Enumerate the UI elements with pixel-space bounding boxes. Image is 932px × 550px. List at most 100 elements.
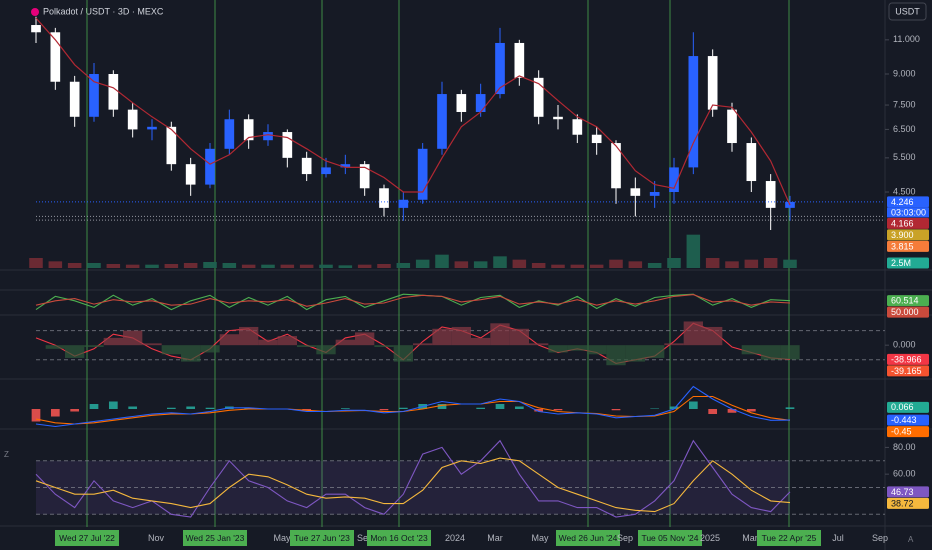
histogram-bar	[398, 407, 408, 409]
value-badge-label: 60.514	[891, 296, 919, 306]
oscillator-area	[761, 345, 781, 360]
volume-bar	[589, 264, 604, 268]
histogram-bar	[379, 409, 389, 411]
x-tick-label: May	[531, 533, 549, 543]
toolbar-icon[interactable]: A	[908, 535, 914, 544]
oscillator-area	[548, 345, 568, 353]
volume-bar	[705, 258, 720, 268]
candle-body	[379, 188, 389, 208]
histogram-bar	[302, 409, 312, 411]
oscillator-area	[123, 330, 143, 346]
histogram-bar	[650, 408, 660, 409]
candle-body	[495, 42, 505, 95]
candle-body	[127, 109, 138, 130]
oscillator-area	[277, 336, 297, 346]
candle-body	[89, 74, 99, 117]
volume-bar	[106, 264, 121, 268]
currency-button[interactable]	[888, 2, 927, 21]
candle-body	[727, 109, 737, 144]
value-badge-label: 3.900	[891, 230, 914, 240]
candle-body	[282, 132, 293, 158]
date-marker-box	[55, 530, 119, 546]
histogram-bar	[70, 409, 80, 412]
candle-body	[533, 77, 544, 117]
x-tick-label: May	[273, 533, 291, 543]
oscillator-area	[103, 337, 123, 346]
oscillator-area	[239, 326, 259, 346]
histogram-bar	[611, 409, 621, 411]
histogram-bar	[708, 409, 718, 414]
candle-body	[108, 74, 119, 110]
value-badge	[887, 295, 929, 307]
x-tick-label: Jul	[832, 533, 844, 543]
oscillator-area	[200, 345, 220, 353]
oscillator-area	[683, 321, 703, 346]
indicator-line	[35, 439, 791, 518]
x-tick-label: 2024	[445, 533, 465, 543]
volume-bar	[183, 263, 198, 268]
candle-body	[50, 32, 61, 82]
candle-body	[765, 181, 776, 208]
currency-label[interactable]: USDT	[895, 6, 920, 16]
y-tick-label: 80.00	[893, 442, 916, 452]
value-badge-label: 2.5M	[891, 258, 911, 268]
candle-body	[437, 94, 447, 149]
candle-body	[243, 119, 254, 141]
histogram-bar	[669, 406, 679, 409]
indicator-line	[35, 457, 791, 513]
x-tick-label: Nov	[148, 533, 165, 543]
volume-bar	[125, 264, 140, 268]
histogram-bar	[476, 407, 486, 409]
candle-body	[707, 56, 718, 110]
volume-bar	[473, 261, 488, 268]
x-tick-label: Tue 22 Apr '25	[762, 533, 817, 543]
countdown-label: 03:03:00	[891, 207, 926, 217]
value-badge-label: 38.72	[891, 498, 914, 508]
candle-body	[669, 167, 679, 193]
value-badge	[887, 426, 929, 438]
volume-bar	[512, 259, 527, 268]
volume-bar	[493, 256, 507, 268]
oscillator-area	[432, 328, 452, 346]
candle-body	[514, 42, 525, 78]
oscillator-area	[645, 345, 665, 358]
oscillator-area	[316, 345, 336, 355]
histogram-bar	[688, 401, 698, 409]
candle-body	[340, 164, 351, 168]
histogram-bar	[244, 407, 254, 409]
y-tick-label: 6.500	[893, 124, 916, 134]
histogram-bar	[746, 409, 756, 412]
candle-body	[301, 157, 312, 175]
value-badge	[887, 365, 929, 377]
value-badge-label: 4.246	[891, 197, 914, 207]
candle-body	[166, 126, 177, 165]
candle-body	[31, 25, 41, 33]
volume-bar	[667, 258, 681, 268]
volume-bar	[222, 263, 237, 268]
oscillator-area	[65, 345, 85, 358]
candle-body	[359, 164, 370, 189]
oscillator-area	[490, 323, 510, 346]
value-badge	[887, 353, 929, 365]
toolbar-icon[interactable]: Z	[4, 450, 9, 459]
histogram-bar	[205, 407, 215, 409]
oscillator-area	[451, 326, 471, 346]
candle-body	[649, 192, 660, 196]
oscillator-area	[625, 345, 645, 362]
histogram-bar	[128, 406, 138, 409]
candle-body	[591, 134, 602, 144]
volume-bar	[377, 264, 391, 268]
countdown-badge	[887, 207, 929, 218]
histogram-bar	[186, 406, 196, 409]
y-tick-label: 7.500	[893, 99, 916, 109]
oscillator-area	[142, 343, 162, 346]
histogram-bar	[727, 409, 737, 413]
x-tick-label: Mon 16 Oct '23	[370, 533, 428, 543]
x-tick-label: Tue 05 Nov '24	[641, 533, 698, 543]
oscillator-area	[664, 343, 684, 346]
candle-body	[630, 188, 641, 196]
value-badge	[887, 306, 929, 318]
candle-body	[475, 94, 486, 112]
